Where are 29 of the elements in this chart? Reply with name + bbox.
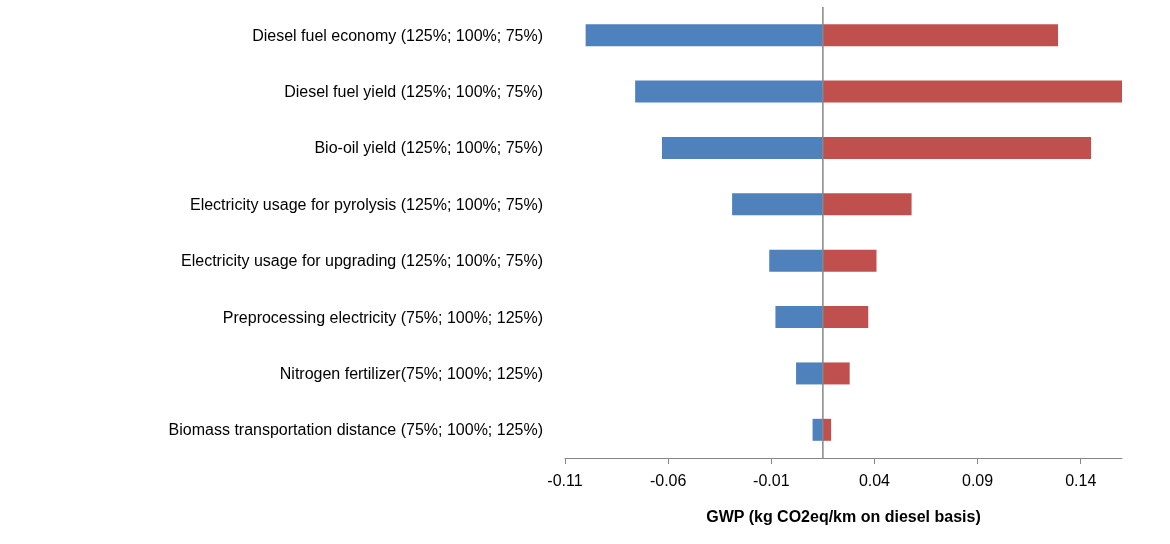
x-tick-label: -0.11 xyxy=(547,471,583,489)
bar xyxy=(775,306,823,329)
bar xyxy=(732,193,823,216)
bar xyxy=(822,249,877,272)
bar xyxy=(585,24,823,47)
x-tick-label: 0.14 xyxy=(1065,471,1097,489)
bar xyxy=(822,136,1092,159)
bar xyxy=(822,362,850,385)
bar xyxy=(822,193,912,216)
x-axis-title: GWP (kg CO2eq/km on diesel basis) xyxy=(706,507,981,525)
y-tick-label: Nitrogen fertilizer(75%; 100%; 125%) xyxy=(279,364,543,382)
y-tick-label: Diesel fuel yield (125%; 100%; 75%) xyxy=(284,83,543,101)
bar xyxy=(661,136,823,159)
y-tick-label: Electricity usage for upgrading (125%; 100%; 75%) xyxy=(181,252,543,270)
bar xyxy=(822,80,1122,103)
bar xyxy=(822,24,1059,47)
y-tick-label: Preprocessing electricity (75%; 100%; 125%) xyxy=(222,308,543,326)
y-tick-label: Bio-oil yield (125%; 100%; 75%) xyxy=(314,139,543,157)
bar xyxy=(822,306,869,329)
x-tick-label: 0.09 xyxy=(962,471,994,489)
bar xyxy=(796,362,823,385)
y-tick-label: Electricity usage for pyrolysis (125%; 100%; 75%) xyxy=(189,195,543,213)
bar xyxy=(635,80,823,103)
bar xyxy=(769,249,823,272)
x-tick-label: -0.01 xyxy=(753,471,790,489)
x-tick-label: 0.04 xyxy=(858,471,891,489)
y-tick-label: Biomass transportation distance (75%; 100%; 125%) xyxy=(168,421,543,439)
y-tick-label: Diesel fuel economy (125%; 100%; 75%) xyxy=(252,26,543,44)
x-tick-label: -0.06 xyxy=(649,471,687,489)
